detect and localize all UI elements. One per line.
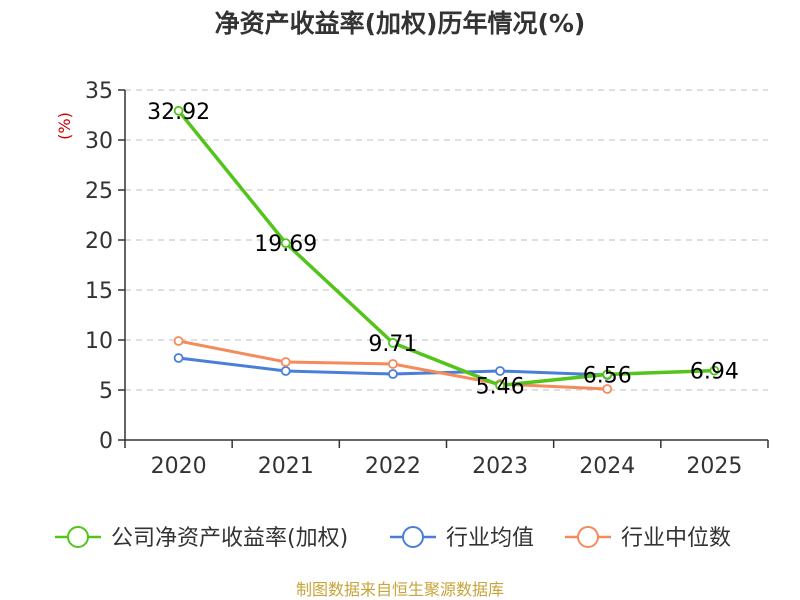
data-point	[709, 365, 720, 376]
data-label: 19.69	[254, 232, 317, 257]
chart-title: 净资产收益率(加权)历年情况(%)	[215, 9, 586, 38]
y-tick-label: 30	[85, 129, 113, 154]
y-tick-label: 20	[85, 229, 113, 254]
legend[interactable]: 公司净资产收益率(加权) 行业均值 行业中位数	[55, 526, 731, 551]
legend-label: 行业均值	[446, 526, 534, 551]
x-tick-label: 2023	[472, 454, 528, 479]
y-tick-label: 10	[85, 329, 113, 354]
data-point	[388, 359, 398, 369]
legend-label: 公司净资产收益率(加权)	[111, 526, 348, 551]
legend-marker-icon	[577, 526, 599, 548]
data-label: 6.56	[583, 363, 632, 388]
y-tick-label: 5	[99, 379, 113, 404]
data-point	[280, 366, 291, 376]
x-tick-label: 2021	[258, 454, 314, 479]
data-labels: 32.92 19.69 9.71 5.46 6.56 6.94	[147, 100, 739, 400]
series-layer	[173, 105, 720, 394]
legend-marker-icon	[402, 526, 424, 548]
y-tick-label: 35	[85, 79, 113, 104]
x-tick-label: 2024	[579, 454, 635, 479]
data-point	[173, 353, 184, 363]
data-point	[602, 369, 613, 380]
grid-lines	[125, 89, 768, 391]
data-label: 5.46	[476, 374, 525, 399]
data-label: 32.92	[147, 100, 210, 125]
data-point	[173, 105, 184, 116]
data-point	[388, 337, 398, 348]
x-tick-label: 2025	[686, 454, 742, 479]
data-point	[280, 357, 291, 367]
source-note: 制图数据来自恒生聚源数据库	[296, 580, 504, 599]
y-tick-label: 0	[99, 429, 113, 454]
data-label: 6.94	[690, 360, 739, 385]
legend-marker-icon	[67, 526, 89, 548]
x-tick-label: 2020	[151, 454, 207, 479]
legend-item-1[interactable]: 行业均值	[390, 526, 534, 551]
data-point	[173, 336, 184, 346]
series-line-0	[176, 109, 717, 388]
x-tick-label: 2022	[365, 454, 421, 479]
y-tick-label: 25	[85, 179, 113, 204]
data-point	[602, 384, 613, 394]
data-point	[388, 369, 398, 379]
y-axis-label: (%)	[55, 112, 74, 140]
data-point	[280, 238, 291, 249]
data-point	[495, 380, 505, 391]
legend-item-0[interactable]: 公司净资产收益率(加权)	[55, 526, 348, 551]
legend-item-2[interactable]: 行业中位数	[565, 526, 731, 551]
data-point	[495, 366, 505, 376]
y-tick-label: 15	[85, 279, 113, 304]
data-label: 9.71	[368, 332, 417, 357]
legend-label: 行业中位数	[621, 526, 731, 551]
